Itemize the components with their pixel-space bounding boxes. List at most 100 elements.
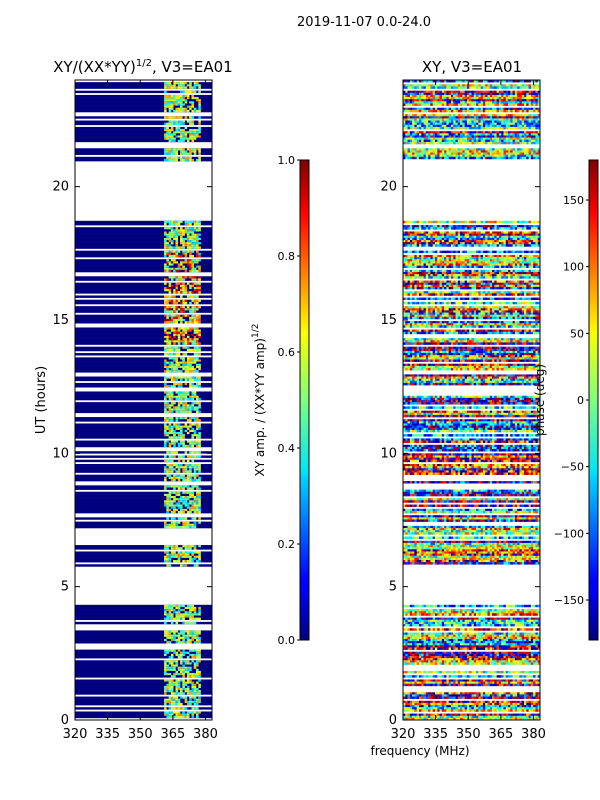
heatmap-cell xyxy=(482,227,486,230)
heatmap-cell xyxy=(478,101,481,104)
heatmap-cell xyxy=(170,84,174,87)
heatmap-cell xyxy=(164,547,167,550)
heatmap-cell xyxy=(453,139,456,143)
heatmap-cell xyxy=(439,220,443,224)
heatmap-cell xyxy=(487,101,491,104)
heatmap-cell xyxy=(170,451,174,454)
heatmap-cell xyxy=(517,139,520,143)
heatmap-cell xyxy=(173,357,176,360)
heatmap-cell xyxy=(508,233,511,237)
heatmap-cell xyxy=(177,94,181,98)
heatmap-cell xyxy=(175,525,179,529)
heatmap-cell xyxy=(164,702,167,706)
heatmap-cell xyxy=(437,135,440,138)
heatmap-cell xyxy=(485,120,488,123)
heatmap-cell xyxy=(173,504,176,507)
heatmap-cell xyxy=(494,240,497,243)
heatmap-cell xyxy=(184,491,188,495)
heatmap-cell xyxy=(514,156,518,160)
heatmap-cell xyxy=(416,97,420,100)
heatmap-cell xyxy=(182,237,185,241)
heatmap-cell xyxy=(409,250,413,254)
heatmap-cell xyxy=(166,427,169,431)
heatmap-cell xyxy=(193,429,197,433)
heatmap-cell xyxy=(189,675,192,678)
heatmap-cell xyxy=(175,103,179,106)
heatmap-cell xyxy=(412,227,415,230)
heatmap-cell xyxy=(198,107,201,111)
heatmap-cell xyxy=(526,135,529,138)
heatmap-cell xyxy=(196,478,199,482)
heatmap-cell xyxy=(191,634,195,638)
heatmap-cell xyxy=(498,94,502,98)
heatmap-cell xyxy=(423,114,427,117)
heatmap-cell xyxy=(437,150,440,153)
heatmap-cell xyxy=(173,478,176,482)
heatmap-cell xyxy=(198,227,201,230)
heatmap-cell xyxy=(173,553,176,557)
heatmap-cell xyxy=(414,220,417,224)
heatmap-cell xyxy=(166,711,169,714)
heatmap-cell xyxy=(164,252,167,256)
heatmap-cell xyxy=(423,250,427,254)
heatmap-cell xyxy=(164,278,167,281)
heatmap-cell xyxy=(189,662,192,665)
heatmap-cell xyxy=(193,227,197,230)
heatmap-cell xyxy=(460,94,463,98)
heatmap-cell xyxy=(428,235,431,239)
heatmap-cell xyxy=(198,269,201,273)
heatmap-cell xyxy=(476,257,479,260)
heatmap-cell xyxy=(196,84,199,87)
heatmap-cell xyxy=(184,525,188,529)
heatmap-cell xyxy=(535,80,539,83)
heatmap-cell xyxy=(189,237,192,241)
heatmap-cell xyxy=(170,500,174,503)
heatmap-cell xyxy=(537,235,541,239)
heatmap-cell xyxy=(191,553,195,557)
heatmap-cell xyxy=(193,107,197,111)
heatmap-cell xyxy=(403,84,406,87)
heatmap-cell xyxy=(494,135,497,138)
heatmap-cell xyxy=(177,553,181,557)
heatmap-cell xyxy=(512,135,516,138)
heatmap-cell xyxy=(444,139,447,143)
heatmap-cell xyxy=(439,225,443,228)
heatmap-cell xyxy=(184,700,188,704)
heatmap-cell xyxy=(173,487,176,490)
heatmap-cell xyxy=(412,242,415,245)
heatmap-cell xyxy=(469,231,472,234)
heatmap-cell xyxy=(510,225,513,228)
heatmap-cell xyxy=(521,120,525,123)
heatmap-cell xyxy=(175,231,179,234)
heatmap-cell xyxy=(480,237,484,241)
heatmap-cell xyxy=(537,120,541,123)
heatmap-cell xyxy=(177,229,181,232)
heatmap-cell xyxy=(535,139,539,143)
heatmap-cell xyxy=(166,306,169,309)
heatmap-cell xyxy=(466,154,470,158)
heatmap-cell xyxy=(482,231,486,234)
heatmap-cell xyxy=(166,606,169,610)
heatmap-cell xyxy=(184,382,188,386)
heatmap-cell xyxy=(501,120,504,123)
heatmap-cell xyxy=(168,632,172,635)
heatmap-cell xyxy=(482,118,486,121)
heatmap-cell xyxy=(173,395,176,399)
heatmap-cell xyxy=(186,306,190,309)
heatmap-cell xyxy=(186,685,190,689)
heatmap-cell xyxy=(487,90,491,94)
heatmap-cell xyxy=(517,94,520,98)
heatmap-cell xyxy=(196,675,199,678)
heatmap-cell xyxy=(521,244,525,247)
heatmap-cell xyxy=(501,254,504,258)
heatmap-cell xyxy=(480,227,484,230)
heatmap-cell xyxy=(196,444,199,448)
heatmap-cell xyxy=(186,502,190,505)
heatmap-cell xyxy=(418,231,422,234)
heatmap-cell xyxy=(508,154,511,158)
heatmap-cell xyxy=(492,114,495,117)
heatmap-cell xyxy=(460,139,463,143)
heatmap-cell xyxy=(526,156,529,160)
heatmap-cell xyxy=(535,240,539,243)
heatmap-cell xyxy=(198,470,201,473)
